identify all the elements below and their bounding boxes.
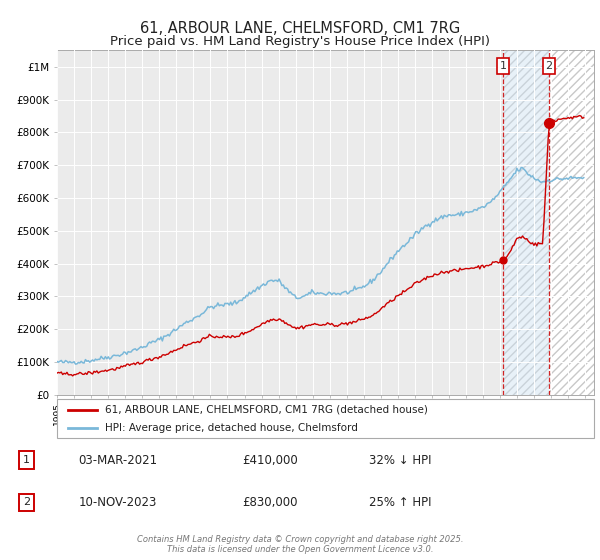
Text: 25% ↑ HPI: 25% ↑ HPI bbox=[369, 496, 431, 509]
Bar bbox=[503, 50, 594, 395]
Text: 32% ↓ HPI: 32% ↓ HPI bbox=[369, 454, 431, 466]
Text: Price paid vs. HM Land Registry's House Price Index (HPI): Price paid vs. HM Land Registry's House … bbox=[110, 35, 490, 48]
Text: 61, ARBOUR LANE, CHELMSFORD, CM1 7RG (detached house): 61, ARBOUR LANE, CHELMSFORD, CM1 7RG (de… bbox=[106, 405, 428, 415]
Bar bbox=[503, 50, 594, 395]
Text: 10-NOV-2023: 10-NOV-2023 bbox=[78, 496, 157, 509]
Text: Contains HM Land Registry data © Crown copyright and database right 2025.
This d: Contains HM Land Registry data © Crown c… bbox=[137, 535, 463, 554]
Text: £410,000: £410,000 bbox=[242, 454, 298, 466]
Text: HPI: Average price, detached house, Chelmsford: HPI: Average price, detached house, Chel… bbox=[106, 423, 358, 433]
Text: 1: 1 bbox=[500, 61, 506, 71]
Text: 1: 1 bbox=[23, 455, 30, 465]
Text: 03-MAR-2021: 03-MAR-2021 bbox=[78, 454, 157, 466]
Text: 2: 2 bbox=[23, 497, 30, 507]
Text: 61, ARBOUR LANE, CHELMSFORD, CM1 7RG: 61, ARBOUR LANE, CHELMSFORD, CM1 7RG bbox=[140, 21, 460, 36]
FancyBboxPatch shape bbox=[57, 399, 594, 438]
Text: £830,000: £830,000 bbox=[242, 496, 298, 509]
Text: 2: 2 bbox=[545, 61, 553, 71]
Bar bbox=[503, 50, 549, 395]
